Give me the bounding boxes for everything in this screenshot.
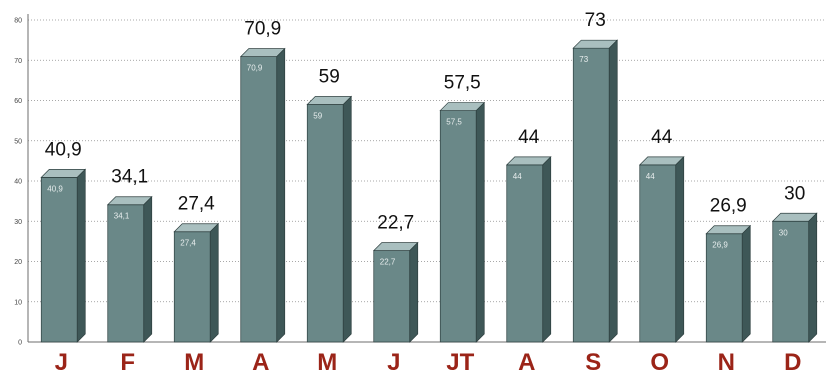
bar-inner-label: 22,7	[380, 258, 396, 267]
bar-front	[772, 220, 810, 343]
x-tick-label: A	[252, 349, 269, 375]
bar-side	[675, 156, 685, 343]
bar-side	[808, 212, 818, 343]
x-tick-label: JT	[446, 349, 474, 375]
y-tick-label: 30	[14, 219, 22, 226]
data-label: 27,4	[178, 194, 215, 215]
y-tick-label: 40	[14, 179, 22, 186]
bar-side	[76, 168, 86, 343]
bar	[173, 222, 220, 343]
bar-side	[143, 195, 153, 343]
bar-inner-label: 40,9	[47, 184, 63, 193]
bar-front	[306, 104, 344, 343]
x-tick-label: F	[120, 349, 135, 375]
y-tick-label: 50	[14, 138, 22, 145]
x-tick-label: J	[55, 349, 68, 375]
bar-inner-label: 44	[646, 172, 655, 181]
bar-front	[107, 204, 145, 343]
bar-side	[409, 241, 419, 343]
bar-front	[240, 56, 278, 343]
bar	[771, 212, 818, 343]
bar-inner-label: 34,1	[114, 212, 130, 221]
bar	[505, 156, 552, 343]
x-tick-label: S	[585, 349, 601, 375]
bar	[572, 39, 619, 343]
y-tick-label: 60	[14, 98, 22, 105]
bar-inner-label: 57,5	[446, 118, 462, 127]
bar-inner-label: 73	[579, 55, 588, 64]
bar	[705, 224, 752, 343]
bar-front	[439, 110, 477, 343]
bar-inner-label: 70,9	[247, 64, 263, 73]
data-label: 30	[784, 183, 805, 204]
bar-inner-label: 30	[779, 228, 788, 237]
bars	[40, 39, 818, 343]
data-label: 44	[518, 127, 540, 148]
data-label: 73	[585, 10, 606, 31]
x-tick-label: O	[650, 349, 669, 375]
data-label: 44	[651, 127, 673, 148]
y-tick-label: 0	[18, 340, 22, 347]
x-tick-label: M	[184, 349, 204, 375]
bar-front	[639, 164, 677, 343]
bar-front	[705, 233, 743, 343]
grid	[28, 19, 826, 343]
bar	[239, 47, 286, 343]
bar	[306, 95, 353, 343]
labels: 0 10 20 30 40 50 60 70 80 40,9 40,9 J 34,1 34,1 F 27,4 2…	[14, 10, 805, 375]
bar-front	[40, 177, 78, 343]
x-tick-label: A	[518, 349, 535, 375]
bar-side	[542, 156, 552, 343]
y-tick-label: 10	[14, 299, 22, 306]
x-tick-label: M	[317, 349, 337, 375]
bar-front	[506, 164, 544, 343]
bar-side	[276, 47, 286, 343]
bar-inner-label: 59	[313, 112, 322, 121]
bar-inner-label: 27,4	[180, 239, 196, 248]
bar-side	[342, 95, 352, 343]
bar	[372, 241, 419, 343]
data-label: 22,7	[377, 213, 414, 234]
data-label: 34,1	[111, 167, 148, 188]
data-label: 26,9	[710, 196, 747, 217]
data-label: 70,9	[244, 19, 281, 40]
y-tick-label: 80	[14, 18, 22, 25]
bar	[40, 168, 87, 343]
y-tick-label: 70	[14, 58, 22, 65]
bar-front	[572, 47, 610, 343]
x-tick-label: D	[784, 349, 801, 375]
data-label: 40,9	[45, 139, 82, 160]
y-tick-label: 20	[14, 259, 22, 266]
x-tick-label: N	[718, 349, 735, 375]
data-label: 59	[319, 67, 340, 88]
bar	[106, 195, 153, 343]
bar-side	[475, 101, 485, 343]
bar-side	[741, 224, 751, 343]
bar-inner-label: 26,9	[712, 241, 728, 250]
bar-front	[173, 231, 211, 343]
axes	[27, 14, 826, 343]
bar-side	[209, 222, 219, 343]
x-tick-label: J	[387, 349, 400, 375]
bar	[638, 156, 685, 343]
bar-side	[608, 39, 618, 343]
data-label: 57,5	[444, 73, 481, 94]
bar	[439, 101, 486, 343]
bar-inner-label: 44	[513, 172, 522, 181]
